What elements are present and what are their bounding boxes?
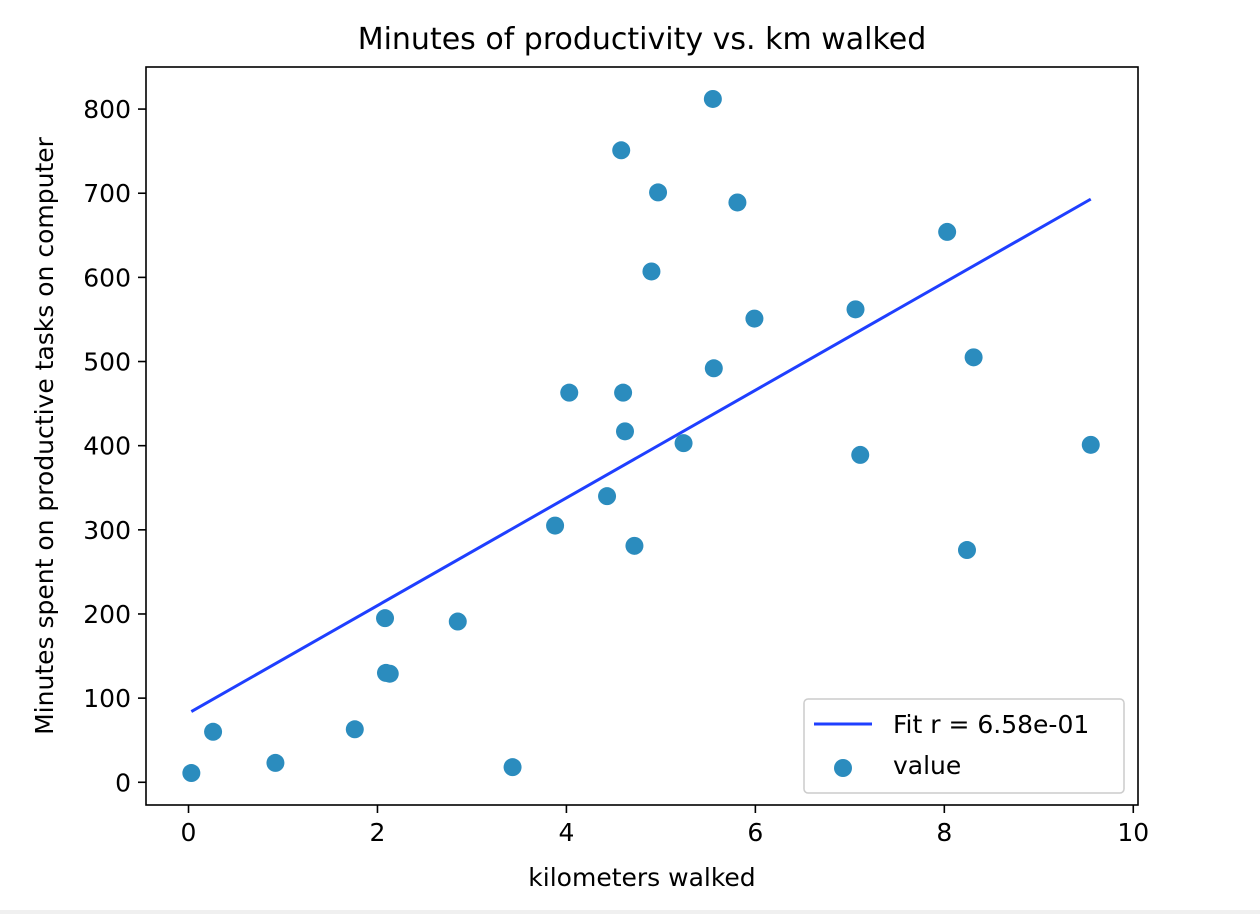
- scatter-point: [204, 722, 223, 741]
- scatter-point: [560, 383, 579, 402]
- y-tick-label: 200: [83, 600, 131, 629]
- scatter-point: [957, 541, 976, 560]
- scatter-point: [649, 183, 668, 202]
- legend-value-label: value: [893, 751, 961, 780]
- fit-line: [190, 197, 1092, 713]
- scatter-point: [1081, 435, 1100, 454]
- y-tick-label: 100: [83, 684, 131, 713]
- scatter-point: [674, 434, 693, 453]
- x-tick-label: 0: [181, 818, 197, 847]
- y-tick-label: 800: [83, 95, 131, 124]
- scatter-point: [448, 612, 467, 631]
- scatter-point: [380, 664, 399, 683]
- x-axis-label: kilometers walked: [528, 863, 755, 892]
- scatter-point: [642, 262, 661, 281]
- fit-line-layer: [190, 197, 1092, 713]
- scatter-points-layer: [182, 89, 1100, 783]
- scatter-point: [615, 422, 634, 441]
- legend-fit-label: Fit r = 6.58e-01: [893, 710, 1089, 739]
- chart-title: Minutes of productivity vs. km walked: [358, 22, 927, 57]
- legend: Fit r = 6.58e-01 value: [803, 698, 1125, 794]
- scatter-point: [745, 309, 764, 328]
- scatter-point: [612, 141, 631, 160]
- x-tick-label: 10: [1117, 818, 1149, 847]
- scatter-point: [546, 516, 565, 535]
- scatter-point: [376, 609, 395, 628]
- scatter-point: [704, 359, 723, 378]
- y-tick-label: 700: [83, 179, 131, 208]
- plot-area: [146, 67, 1138, 805]
- legend-value-swatch: [834, 759, 852, 777]
- x-tick-label: 2: [370, 818, 386, 847]
- scatter-point: [266, 753, 285, 772]
- y-tick-label: 600: [83, 263, 131, 292]
- x-tick-label: 4: [558, 818, 574, 847]
- x-tick-label: 6: [747, 818, 763, 847]
- scatter-point: [598, 487, 617, 506]
- window-bottom-edge: [0, 910, 1260, 914]
- scatter-point: [846, 300, 865, 319]
- scatter-point: [728, 193, 747, 212]
- scatter-point: [182, 764, 201, 783]
- scatter-point: [964, 348, 983, 367]
- scatter-point: [703, 89, 722, 108]
- y-tick-label: 0: [115, 768, 131, 797]
- y-axis-label: Minutes spent on productive tasks on com…: [30, 136, 59, 735]
- scatter-point: [345, 720, 364, 739]
- scatter-point: [938, 222, 957, 241]
- scatter-point: [503, 758, 522, 777]
- legend-box: [803, 698, 1125, 794]
- scatter-point: [851, 445, 870, 464]
- scatter-point: [614, 383, 633, 402]
- y-tick-label: 500: [83, 348, 131, 377]
- y-tick-label: 300: [83, 516, 131, 545]
- x-axis-ticks: 0 2 4 6 8 10: [181, 805, 1149, 847]
- x-tick-label: 8: [936, 818, 952, 847]
- y-axis-ticks: 0 100 200 300 400 500 600 700 800: [83, 95, 146, 797]
- y-tick-label: 400: [83, 432, 131, 461]
- scatter-point: [625, 536, 644, 555]
- plot-frame: [145, 66, 1139, 806]
